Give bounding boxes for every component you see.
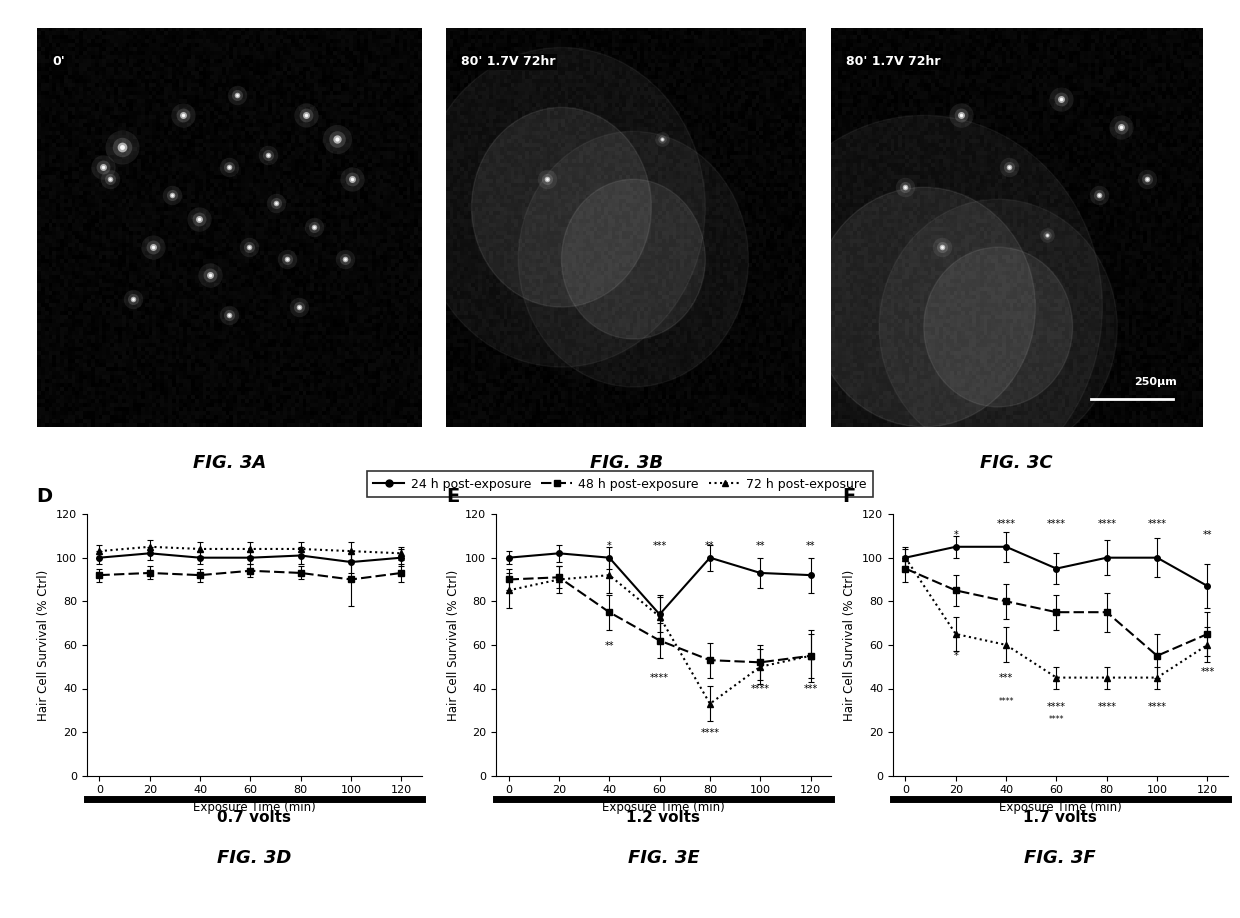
- Text: 0': 0': [52, 55, 66, 69]
- Text: FIG. 3A: FIG. 3A: [192, 454, 267, 473]
- Circle shape: [745, 116, 1102, 498]
- Text: **: **: [706, 541, 714, 551]
- Circle shape: [518, 131, 749, 386]
- Y-axis label: Hair Cell Survival (% Ctrl): Hair Cell Survival (% Ctrl): [446, 569, 460, 721]
- X-axis label: Exposure Time (min): Exposure Time (min): [999, 801, 1121, 814]
- Y-axis label: Hair Cell Survival (% Ctrl): Hair Cell Survival (% Ctrl): [843, 569, 857, 721]
- X-axis label: Exposure Time (min): Exposure Time (min): [603, 801, 724, 814]
- Text: FIG. 3E: FIG. 3E: [627, 849, 699, 868]
- Text: 1.7 volts: 1.7 volts: [1023, 810, 1097, 824]
- Text: 0.7 volts: 0.7 volts: [217, 810, 291, 824]
- Text: FIG. 3B: FIG. 3B: [590, 454, 662, 473]
- Text: *: *: [954, 531, 959, 540]
- Text: ***: ***: [804, 684, 818, 694]
- Text: FIG. 3F: FIG. 3F: [1024, 849, 1096, 868]
- Y-axis label: Hair Cell Survival (% Ctrl): Hair Cell Survival (% Ctrl): [37, 569, 51, 721]
- Text: ****: ****: [997, 520, 1016, 530]
- Text: ***: ***: [999, 673, 1013, 683]
- Text: ****: ****: [750, 684, 770, 694]
- Circle shape: [879, 199, 1117, 454]
- Text: ***: ***: [652, 541, 667, 551]
- Text: FIG. 3C: FIG. 3C: [981, 454, 1053, 473]
- X-axis label: Exposure Time (min): Exposure Time (min): [193, 801, 315, 814]
- Text: ****: ****: [701, 728, 719, 738]
- Text: D: D: [37, 487, 53, 506]
- Text: **: **: [806, 541, 816, 551]
- Text: ****: ****: [650, 673, 670, 683]
- Circle shape: [471, 107, 651, 307]
- Text: 80' 1.7V 72hr: 80' 1.7V 72hr: [846, 55, 940, 69]
- Text: *: *: [954, 652, 959, 662]
- Text: ***: ***: [1200, 666, 1215, 677]
- Text: ****: ****: [1047, 701, 1066, 711]
- Text: ****: ****: [1047, 520, 1066, 530]
- Circle shape: [924, 247, 1073, 407]
- Text: **: **: [755, 541, 765, 551]
- Text: **: **: [1203, 531, 1213, 540]
- Text: ****: ****: [1097, 701, 1116, 711]
- Text: ****: ****: [1049, 714, 1064, 723]
- Legend: 24 h post-exposure, 48 h post-exposure, 72 h post-exposure: 24 h post-exposure, 48 h post-exposure, …: [367, 472, 873, 497]
- Circle shape: [812, 187, 1035, 427]
- Text: E: E: [446, 487, 459, 506]
- Text: F: F: [843, 487, 856, 506]
- Text: FIG. 3D: FIG. 3D: [217, 849, 291, 868]
- Text: 1.2 volts: 1.2 volts: [626, 810, 701, 824]
- Text: ****: ****: [998, 698, 1014, 706]
- Text: 250μm: 250μm: [1135, 377, 1177, 386]
- Circle shape: [562, 179, 706, 339]
- Text: ****: ****: [1147, 701, 1167, 711]
- Text: ****: ****: [1147, 520, 1167, 530]
- Text: 80' 1.7V 72hr: 80' 1.7V 72hr: [461, 55, 556, 69]
- Circle shape: [418, 48, 706, 367]
- Text: ****: ****: [1097, 520, 1116, 530]
- Text: *: *: [606, 541, 611, 551]
- Text: **: **: [605, 641, 614, 651]
